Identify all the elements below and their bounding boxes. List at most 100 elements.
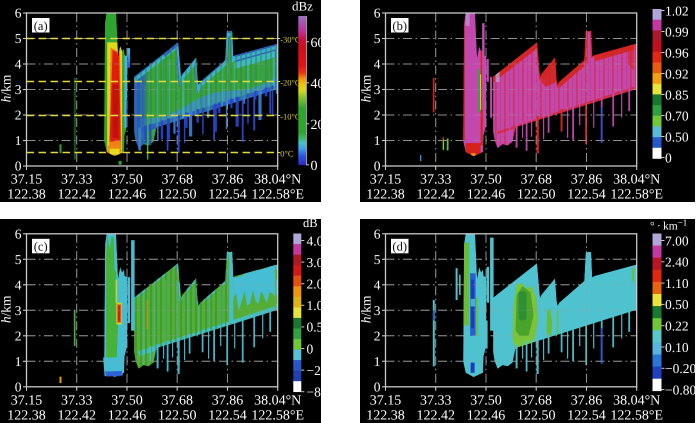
svg-text:1: 1 xyxy=(374,354,381,369)
svg-text:2.0: 2.0 xyxy=(307,277,324,292)
svg-text:(d): (d) xyxy=(392,240,407,254)
svg-text:122.42: 122.42 xyxy=(57,188,96,203)
svg-text:40: 40 xyxy=(311,77,325,92)
svg-text:−2.0: −2.0 xyxy=(307,363,332,378)
svg-text:38.04°N: 38.04°N xyxy=(613,173,660,188)
svg-text:0.50: 0.50 xyxy=(665,297,689,312)
svg-text:6: 6 xyxy=(374,227,381,242)
svg-text:6: 6 xyxy=(15,227,22,242)
svg-text:0.50: 0.50 xyxy=(665,129,689,144)
svg-text:122.42: 122.42 xyxy=(416,408,455,423)
svg-text:dBz: dBz xyxy=(292,0,313,14)
svg-text:37.86: 37.86 xyxy=(212,173,244,188)
svg-text:37.68: 37.68 xyxy=(161,393,193,408)
svg-text:0.85: 0.85 xyxy=(665,87,689,102)
svg-text:5: 5 xyxy=(374,252,381,267)
svg-text:0.5: 0.5 xyxy=(307,320,324,335)
svg-text:1.0: 1.0 xyxy=(307,298,324,313)
svg-text:122.38: 122.38 xyxy=(366,408,405,423)
svg-text:122.46: 122.46 xyxy=(467,188,506,203)
svg-text:37.33: 37.33 xyxy=(420,173,452,188)
svg-text:122.46: 122.46 xyxy=(108,188,147,203)
svg-text:2: 2 xyxy=(374,108,381,123)
svg-text:-20°C: -20°C xyxy=(280,78,301,88)
svg-text:0.70: 0.70 xyxy=(665,108,689,123)
svg-text:122.50: 122.50 xyxy=(517,408,556,423)
svg-text:0: 0 xyxy=(311,159,318,174)
svg-text:37.68: 37.68 xyxy=(161,173,193,188)
svg-text:37.33: 37.33 xyxy=(61,173,93,188)
svg-text:0: 0 xyxy=(665,150,672,165)
svg-text:h/km: h/km xyxy=(359,295,374,323)
svg-text:37.50: 37.50 xyxy=(470,173,502,188)
svg-text:h/km: h/km xyxy=(0,74,14,102)
svg-text:5: 5 xyxy=(15,31,22,46)
svg-text:38.04°N: 38.04°N xyxy=(254,173,301,188)
svg-text:0.22: 0.22 xyxy=(665,319,689,334)
svg-text:3: 3 xyxy=(15,82,22,97)
svg-text:2: 2 xyxy=(374,329,381,344)
svg-text:37.15: 37.15 xyxy=(11,393,43,408)
svg-text:0°C: 0°C xyxy=(280,149,294,159)
svg-text:2: 2 xyxy=(15,329,22,344)
svg-text:38.04°N: 38.04°N xyxy=(254,393,301,408)
svg-text:37.50: 37.50 xyxy=(470,393,502,408)
svg-text:(b): (b) xyxy=(392,19,407,33)
svg-text:37.86: 37.86 xyxy=(571,393,603,408)
svg-text:122.46: 122.46 xyxy=(467,408,506,423)
svg-text:37.15: 37.15 xyxy=(370,393,402,408)
svg-text:37.15: 37.15 xyxy=(11,173,43,188)
svg-text:37.50: 37.50 xyxy=(111,173,143,188)
svg-text:20: 20 xyxy=(311,118,325,133)
svg-text:3: 3 xyxy=(15,303,22,318)
svg-text:122.50: 122.50 xyxy=(517,188,556,203)
svg-text:−8.0: −8.0 xyxy=(307,385,332,400)
svg-text:0.96: 0.96 xyxy=(665,45,689,60)
svg-text:37.86: 37.86 xyxy=(212,393,244,408)
svg-text:0: 0 xyxy=(374,380,381,395)
svg-text:122.58°E: 122.58°E xyxy=(610,408,663,423)
svg-text:0: 0 xyxy=(374,159,381,174)
svg-text:4.0: 4.0 xyxy=(307,233,324,248)
svg-text:122.38: 122.38 xyxy=(7,408,46,423)
svg-text:3.0: 3.0 xyxy=(307,255,324,270)
svg-text:1: 1 xyxy=(15,354,22,369)
svg-text:122.50: 122.50 xyxy=(158,408,197,423)
svg-text:−0.20: −0.20 xyxy=(665,361,696,376)
svg-text:(a): (a) xyxy=(34,19,48,33)
svg-text:7.00: 7.00 xyxy=(665,233,689,248)
svg-text:6: 6 xyxy=(374,6,381,21)
svg-text:37.50: 37.50 xyxy=(111,393,143,408)
svg-text:37.68: 37.68 xyxy=(520,173,552,188)
svg-text:0.10: 0.10 xyxy=(665,340,689,355)
svg-text:4: 4 xyxy=(15,278,22,293)
svg-text:dB: dB xyxy=(303,216,318,230)
svg-text:122.54: 122.54 xyxy=(567,188,606,203)
svg-text:0: 0 xyxy=(15,159,22,174)
svg-text:4: 4 xyxy=(374,278,381,293)
svg-text:0: 0 xyxy=(307,341,314,356)
svg-text:1.10: 1.10 xyxy=(665,276,689,291)
svg-text:2: 2 xyxy=(15,108,22,123)
svg-text:122.58°E: 122.58°E xyxy=(251,188,304,203)
svg-text:5: 5 xyxy=(15,252,22,267)
svg-text:1: 1 xyxy=(15,133,22,148)
svg-text:37.15: 37.15 xyxy=(370,173,402,188)
svg-text:3: 3 xyxy=(374,82,381,97)
svg-text:h/km: h/km xyxy=(0,295,14,323)
svg-text:0: 0 xyxy=(15,380,22,395)
svg-text:37.86: 37.86 xyxy=(571,173,603,188)
svg-text:122.58°E: 122.58°E xyxy=(251,408,304,423)
svg-text:122.58°E: 122.58°E xyxy=(610,188,663,203)
svg-text:38.04°N: 38.04°N xyxy=(613,393,660,408)
svg-text:122.54: 122.54 xyxy=(208,408,247,423)
svg-text:122.46: 122.46 xyxy=(108,408,147,423)
svg-text:(c): (c) xyxy=(34,240,48,254)
svg-text:1: 1 xyxy=(374,133,381,148)
svg-text:122.54: 122.54 xyxy=(567,408,606,423)
svg-text:122.38: 122.38 xyxy=(7,188,46,203)
svg-text:3: 3 xyxy=(374,303,381,318)
svg-text:1.02: 1.02 xyxy=(665,3,689,18)
svg-text:122.54: 122.54 xyxy=(208,188,247,203)
svg-text:122.42: 122.42 xyxy=(57,408,96,423)
